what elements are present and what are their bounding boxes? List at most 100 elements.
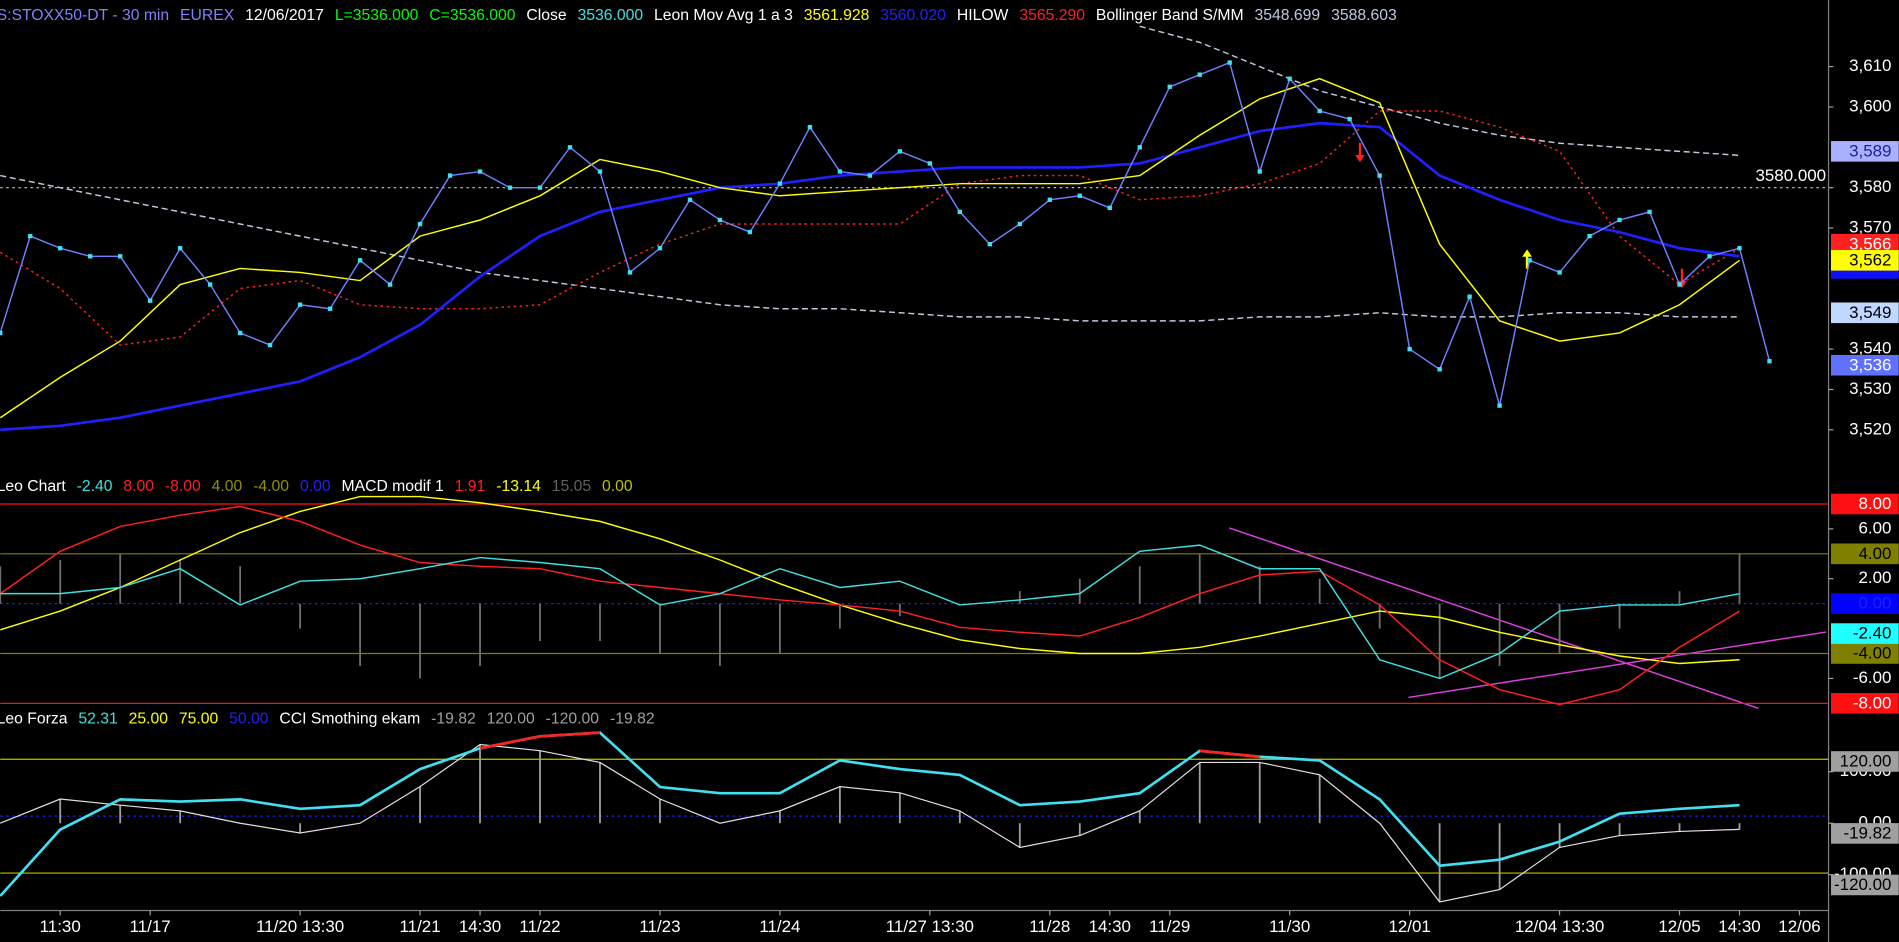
legend-text: 0.00 [300,478,331,495]
y-tick-label: 3,530 [1849,379,1891,398]
price-point [927,161,933,166]
x-tick-label: 14:30 [1089,917,1131,936]
price-point [118,254,123,259]
price-point [1047,197,1052,202]
x-tick-label: 11/24 [759,917,800,936]
x-tick-label: 11/27 13:30 [886,917,974,936]
legend-text: 75.00 [179,710,219,727]
price-point [1767,359,1772,364]
price-point [327,306,333,311]
price-point [1737,246,1742,251]
price-point [777,181,783,186]
price-point [1467,294,1472,299]
legend-text: L=3536.000 [335,7,419,24]
legend-text: -120.00 [546,710,600,727]
level-label: 3,549 [1849,303,1891,322]
price-point [567,145,573,150]
level-label: 0.00 [1859,594,1892,613]
legend-text: 25.00 [129,710,169,727]
x-tick-label: 12/06 [1778,917,1820,936]
series-line [0,544,1740,680]
legend-text: -19.82 [610,710,655,727]
legend-text: 3561.928 [804,7,870,24]
price-point [28,233,33,239]
legend-text: S:STOXX50-DT - 30 min [0,7,169,24]
price-point [58,246,63,251]
price-point [1707,254,1712,259]
price-point [957,209,963,215]
level-label: -120.00 [1834,875,1891,894]
legend-text: C=3536.000 [429,7,515,24]
x-tick-label: 11/29 [1149,917,1190,936]
reference-label: 3580.000 [1755,166,1826,185]
level-box [1830,493,1899,515]
level-label: -8.00 [1853,693,1892,712]
price-point [477,169,483,174]
price-point [1257,169,1262,174]
price-point [837,169,843,174]
x-tick-label: 11/20 13:30 [256,917,344,936]
legend-text: -2.40 [77,478,113,495]
price-point [267,342,273,348]
price-point [1407,346,1412,352]
y-tick-label: 6.00 [1859,518,1892,537]
price-point [1587,233,1592,239]
legend-text: Leo Chart [0,478,66,495]
level-label: 3,566 [1849,234,1891,253]
price-point [417,221,423,227]
price-point [1677,282,1682,287]
legend-text: CCI Smothing ekam [279,710,420,727]
legend-text: 3588.603 [1331,7,1397,24]
x-tick-label: 12/05 [1658,917,1700,936]
legend-text: 8.00 [123,478,154,495]
level-box [1830,543,1899,565]
legend-text: Leon Mov Avg 1 a 3 [654,7,793,24]
price-point [687,197,693,202]
histogram-outline [0,743,1740,903]
y-tick-label: 3,580 [1849,177,1891,196]
level-box [1830,250,1899,271]
legend-text: HILOW [957,7,1009,24]
level-box [1830,141,1899,162]
price-point [1017,221,1022,227]
y-tick-label: 3,570 [1849,218,1891,237]
level-label: 120.00 [1840,752,1892,771]
price-point [747,229,753,235]
legend-text: 1.91 [455,478,486,495]
legend-text: 12/06/2017 [245,7,324,24]
legend-text: 3548.699 [1255,7,1321,24]
price-point [627,270,633,275]
series-line [1139,25,1740,157]
price-point [807,124,813,130]
price-point [0,330,3,336]
legend-text: Bollinger Band S/MM [1096,7,1244,24]
level-box [1830,354,1899,376]
y-tick-label: 3,540 [1849,339,1891,358]
legend-text: MACD modif 1 [341,478,443,495]
price-point [717,217,723,223]
price-point [1347,116,1352,122]
level-label: 3,536 [1849,355,1891,374]
series-line [0,174,1740,322]
x-tick-label: 14:30 [459,917,501,936]
level-box [1830,693,1899,714]
legend-text: 3536.000 [578,7,644,24]
legend-text: 15.05 [552,478,592,495]
series-highlight [479,731,601,750]
level-box [1830,233,1899,255]
price-point [1077,193,1082,198]
x-tick-label: 11/28 [1029,917,1070,936]
level-label: -4.00 [1853,644,1892,663]
x-tick-label: 11/30 [1269,917,1310,936]
price-point [1437,367,1442,372]
x-tick-label: 11:30 [40,917,81,936]
price-point [1557,270,1562,275]
legend-text: -19.82 [431,710,476,727]
level-box [1830,623,1899,644]
x-tick-label: 11/21 [399,917,440,936]
level-box [1830,302,1899,324]
buy-arrow [1522,249,1532,269]
x-tick-label: 11/23 [639,917,680,936]
legend-text: 120.00 [487,710,535,727]
